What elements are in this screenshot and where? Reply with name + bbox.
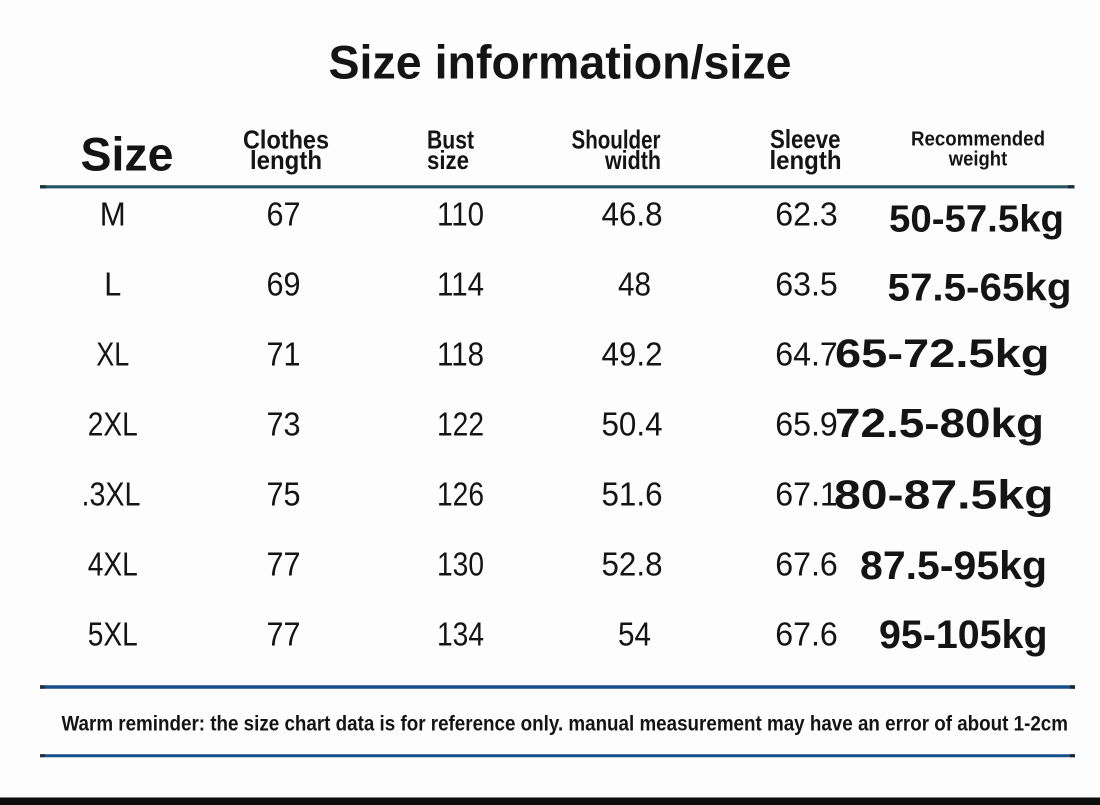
svg-text:122: 122 <box>437 406 484 443</box>
svg-text:Shoulder: Shoulder <box>572 125 661 155</box>
svg-text:Warm reminder: the size chart: Warm reminder: the size chart data is fo… <box>62 712 1069 736</box>
svg-text:130: 130 <box>437 546 484 583</box>
svg-text:size: size <box>427 145 469 175</box>
svg-text:Sleeve: Sleeve <box>770 124 841 154</box>
svg-text:49.2: 49.2 <box>602 336 663 373</box>
svg-text:65.9: 65.9 <box>775 406 838 443</box>
svg-text:46.8: 46.8 <box>602 196 663 233</box>
svg-text:length: length <box>250 145 322 175</box>
svg-text:48: 48 <box>618 266 651 303</box>
svg-text:126: 126 <box>437 476 484 513</box>
svg-text:M: M <box>100 196 126 233</box>
svg-text:62.3: 62.3 <box>775 196 838 233</box>
svg-text:72.5-80kg: 72.5-80kg <box>835 400 1044 446</box>
svg-text:80-87.5kg: 80-87.5kg <box>834 472 1054 518</box>
svg-text:5XL: 5XL <box>88 616 138 653</box>
svg-text:50.4: 50.4 <box>602 406 663 443</box>
svg-text:77: 77 <box>267 616 301 653</box>
svg-text:Size information/size: Size information/size <box>329 37 792 90</box>
svg-text:Size: Size <box>81 129 174 182</box>
svg-text:length: length <box>770 145 842 175</box>
svg-text:4XL: 4XL <box>88 546 138 583</box>
svg-text:Bust: Bust <box>427 125 474 155</box>
svg-text:57.5-65kg: 57.5-65kg <box>888 267 1072 310</box>
svg-text:63.5: 63.5 <box>775 266 838 303</box>
svg-text:75: 75 <box>267 476 301 513</box>
svg-text:69: 69 <box>267 266 301 303</box>
svg-text:65-72.5kg: 65-72.5kg <box>835 332 1050 376</box>
svg-text:67: 67 <box>267 196 301 233</box>
svg-text:64.7: 64.7 <box>775 336 838 373</box>
svg-text:width: width <box>604 145 661 175</box>
svg-text:87.5-95kg: 87.5-95kg <box>860 544 1047 588</box>
svg-text:67.6: 67.6 <box>775 546 838 583</box>
svg-text:weight: weight <box>948 148 1008 170</box>
svg-text:114: 114 <box>437 266 484 303</box>
svg-text:54: 54 <box>618 616 651 653</box>
svg-text:50-57.5kg: 50-57.5kg <box>889 199 1064 241</box>
svg-text:71: 71 <box>267 336 301 373</box>
svg-text:118: 118 <box>437 336 484 373</box>
svg-text:XL: XL <box>96 336 129 373</box>
svg-text:.3XL: .3XL <box>82 476 141 513</box>
svg-text:134: 134 <box>437 616 484 653</box>
svg-text:67.1: 67.1 <box>775 476 838 513</box>
svg-text:L: L <box>104 266 121 303</box>
svg-text:77: 77 <box>267 546 301 583</box>
svg-text:Clothes: Clothes <box>243 125 329 155</box>
svg-text:52.8: 52.8 <box>602 546 663 583</box>
svg-text:Recommended: Recommended <box>911 129 1045 151</box>
svg-text:2XL: 2XL <box>88 406 138 443</box>
svg-text:73: 73 <box>267 406 301 443</box>
svg-text:95-105kg: 95-105kg <box>879 613 1048 657</box>
svg-text:110: 110 <box>437 196 484 233</box>
svg-text:51.6: 51.6 <box>602 476 663 513</box>
svg-text:67.6: 67.6 <box>775 616 838 653</box>
